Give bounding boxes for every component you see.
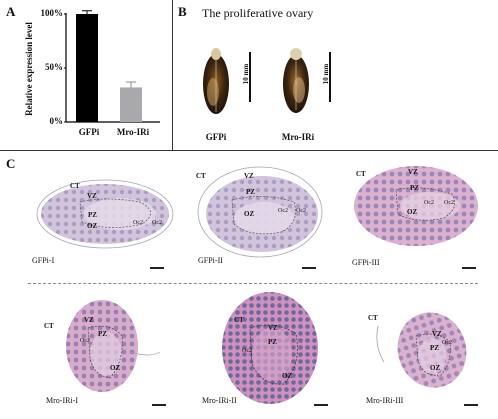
micrograph-mroiri-1: CT VZ PZ Oc2 OZ Mro-IRi-I bbox=[40, 292, 175, 414]
anno-oc2-b: Oc2 bbox=[296, 208, 306, 214]
ovary-label-gfpi: GFPi bbox=[205, 132, 227, 142]
anno-pz: PZ bbox=[430, 344, 439, 352]
xtick-mroiri: Mro-IRi bbox=[116, 127, 150, 137]
ytick-0: 0% bbox=[49, 116, 64, 126]
label-mroiri-2: Mro-IRi-II bbox=[202, 396, 237, 405]
bar-mro-iri bbox=[120, 87, 142, 122]
anno-oz: OZ bbox=[282, 372, 293, 380]
ovary-label-mroiri: Mro-IRi bbox=[281, 132, 315, 142]
anno-vz: VZ bbox=[432, 330, 442, 338]
panel-c-letter: C bbox=[6, 156, 16, 171]
group-divider-dashed bbox=[28, 283, 478, 284]
label-gfpi-1: GFPi-I bbox=[32, 256, 55, 265]
anno-oc2-a: Oc2 bbox=[133, 220, 143, 226]
anno-ct: CT bbox=[356, 170, 366, 178]
bar-gfpi bbox=[76, 14, 98, 122]
anno-oz: OZ bbox=[430, 364, 441, 372]
anno-oc2-a: Oc2 bbox=[278, 208, 288, 214]
micrograph-gfpi-1: CT VZ PZ OZ Oc2 Oc2 GFPi-I bbox=[30, 172, 180, 277]
anno-oz: OZ bbox=[407, 208, 418, 216]
scale-label-2: 10 mm bbox=[322, 63, 330, 85]
label-gfpi-2: GFPi-II bbox=[198, 256, 223, 265]
panel-a-letter: A bbox=[6, 4, 16, 19]
anno-vz: VZ bbox=[244, 172, 254, 180]
anno-oz: OZ bbox=[87, 222, 98, 230]
ovary-image-mroiri bbox=[283, 48, 309, 113]
anno-pz: PZ bbox=[88, 211, 97, 219]
scalebar-mroiri-3 bbox=[464, 404, 478, 406]
anno-oc2-b: Oc2 bbox=[444, 200, 454, 206]
anno-oc2: Oc2 bbox=[442, 340, 452, 346]
scale-bar-1 bbox=[249, 52, 251, 102]
panel-b-letter: B bbox=[178, 4, 187, 19]
anno-pz: PZ bbox=[246, 188, 255, 196]
scalebar-gfpi-2 bbox=[302, 267, 316, 269]
label-mroiri-3: Mro-IRi-III bbox=[366, 396, 404, 405]
label-mroiri-1: Mro-IRi-I bbox=[46, 396, 78, 405]
bar-chart bbox=[64, 10, 160, 123]
anno-ct: CT bbox=[196, 172, 206, 180]
anno-oc2: Oc2 bbox=[80, 338, 90, 344]
anno-oz: OZ bbox=[244, 210, 255, 218]
anno-pz: PZ bbox=[98, 330, 107, 338]
label-gfpi-3: GFPi-III bbox=[352, 258, 380, 267]
anno-pz: PZ bbox=[410, 184, 419, 192]
anno-pz: PZ bbox=[268, 338, 277, 346]
scale-bar-2 bbox=[329, 52, 331, 102]
anno-ct: CT bbox=[368, 314, 378, 322]
anno-ct: CT bbox=[44, 322, 54, 330]
anno-vz: VZ bbox=[87, 192, 97, 200]
scalebar-gfpi-3 bbox=[462, 267, 476, 269]
scale-label-1: 10 mm bbox=[242, 63, 250, 85]
anno-oc2-a: Oc2 bbox=[424, 200, 434, 206]
ytick-50: 50% bbox=[45, 62, 63, 72]
ovary-image-gfpi bbox=[203, 48, 229, 114]
anno-vz: VZ bbox=[84, 316, 94, 324]
anno-ct: CT bbox=[70, 182, 80, 190]
anno-vz: VZ bbox=[408, 168, 418, 176]
micrograph-mroiri-3: CT VZ PZ Oc2 OZ Mro-IRi-III bbox=[356, 296, 488, 414]
scalebar-gfpi-1 bbox=[150, 267, 164, 269]
anno-vz: VZ bbox=[268, 324, 278, 332]
panel-divider-vertical bbox=[172, 0, 173, 150]
panel-b-title: The proliferative ovary bbox=[202, 6, 314, 20]
anno-ct: CT bbox=[234, 316, 244, 324]
ytick-100: 100% bbox=[40, 8, 64, 18]
scalebar-mroiri-2 bbox=[314, 404, 328, 406]
anno-oc2-b: Oc2 bbox=[152, 220, 162, 226]
micrograph-mroiri-2: CT VZ PZ Oc2 OZ Mro-IRi-II bbox=[202, 288, 336, 414]
micrograph-gfpi-2: CT VZ PZ OZ Oc2 Oc2 GFPi-II bbox=[190, 162, 330, 277]
xtick-gfpi: GFPi bbox=[78, 127, 100, 137]
anno-oc2: Oc2 bbox=[242, 348, 252, 354]
micrograph-gfpi-3: CT VZ PZ OZ Oc2 Oc2 GFPi-III bbox=[340, 162, 488, 277]
scalebar-mroiri-1 bbox=[152, 404, 166, 406]
panel-divider-horizontal bbox=[0, 150, 498, 151]
anno-oz: OZ bbox=[110, 364, 121, 372]
